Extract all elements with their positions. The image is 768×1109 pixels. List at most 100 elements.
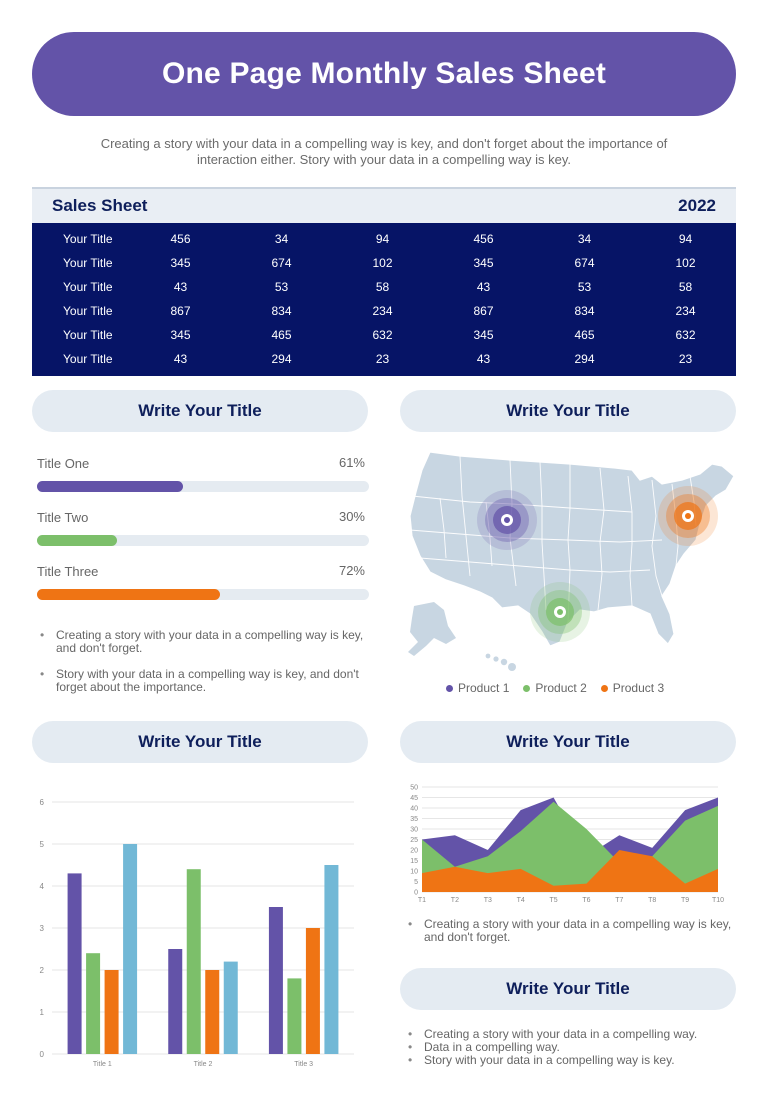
area-chart-ytick: 45 — [410, 795, 418, 802]
table-cell: 674 — [574, 256, 595, 270]
table-cell: 834 — [271, 304, 292, 318]
table-cell: 674 — [271, 256, 292, 270]
state-lines — [409, 455, 697, 623]
table-cell: 58 — [375, 280, 390, 294]
legend-dot-icon — [600, 684, 608, 692]
bar-chart-xtick: Title 2 — [194, 1061, 213, 1068]
area-chart-ytick: 5 — [414, 879, 418, 886]
progress-bullets: Creating a story with your data in a com… — [36, 629, 366, 707]
bar-chart-bar — [104, 970, 119, 1054]
progress-label: Title One — [37, 456, 90, 471]
legend-item: Product 1 — [446, 681, 509, 695]
area-chart-xtick: T10 — [712, 897, 724, 904]
legend-label: Product 3 — [612, 681, 665, 695]
bullet-item: Creating a story with your data in a com… — [36, 629, 366, 655]
progress-section-title-pill: Write Your Title — [32, 390, 368, 432]
bar-chart-bar — [305, 928, 320, 1054]
table-cell: 58 — [678, 280, 693, 294]
area-chart-series — [422, 850, 718, 892]
bullet-item: Creating a story with your data in a com… — [404, 1028, 734, 1042]
table-cell: 632 — [675, 328, 696, 342]
bar-chart-ytick: 5 — [40, 840, 45, 849]
area-chart-ytick: 20 — [410, 848, 418, 855]
area-bullets: Creating a story with your data in a com… — [404, 918, 734, 957]
bar-chart-ytick: 6 — [40, 798, 45, 807]
progress-item: Title Three 72% — [37, 563, 369, 600]
bar-chart-bar — [205, 970, 220, 1054]
progress-label: Title Three — [37, 564, 99, 579]
area-chart-ytick: 50 — [410, 785, 418, 792]
table-cell: 23 — [375, 352, 390, 366]
table-row-label: Your Title — [63, 256, 113, 270]
map-section-title: Write Your Title — [506, 401, 630, 420]
table-cell: 345 — [473, 328, 494, 342]
hawaii-shape — [485, 653, 516, 671]
progress-section-title: Write Your Title — [138, 401, 262, 420]
progress-item: Title One 61% — [37, 455, 369, 492]
table-row-label: Your Title — [63, 304, 113, 318]
legend-label: Product 1 — [458, 681, 510, 695]
progress-track — [37, 481, 369, 492]
area-chart-ytick: 10 — [410, 869, 418, 876]
table-cell: 43 — [173, 280, 188, 294]
table-cell: 834 — [574, 304, 595, 318]
alaska-shape — [408, 602, 456, 656]
area-chart-ytick: 25 — [410, 837, 418, 844]
area-chart-ytick: 15 — [410, 858, 418, 865]
area-section-title-pill: Write Your Title — [400, 721, 736, 763]
sales-table: Sales Sheet 2022 Your Title 456 34 94 456 34 9… — [32, 187, 736, 376]
page-title: One Page Monthly Sales Sheet — [161, 57, 607, 90]
table-cell: 465 — [271, 328, 292, 342]
area-chart-xtick: T4 — [517, 897, 525, 904]
progress-percent: 72% — [338, 563, 365, 578]
bar-chart: 0 1 2 3 4 5 6 Title 1 Title 2 Title 3 — [40, 798, 354, 1068]
table-cell: 94 — [375, 232, 390, 246]
progress-fill — [37, 589, 220, 600]
table-cell: 456 — [170, 232, 191, 246]
table-row-label: Your Title — [63, 232, 113, 246]
table-cell: 43 — [476, 352, 491, 366]
sales-table-header: Sales Sheet 2022 — [32, 187, 736, 223]
table-cell: 456 — [473, 232, 494, 246]
legend-dot-icon — [523, 684, 531, 692]
progress-item: Title Two 30% — [37, 509, 369, 546]
area-chart-xtick: T6 — [582, 897, 590, 904]
map-legend: Product 1 Product 2 Product 3 — [446, 681, 664, 695]
table-row: Your Title 867 834 234 867 834 234 — [32, 299, 736, 323]
bar-chart-bar — [186, 869, 201, 1054]
table-cell: 43 — [476, 280, 491, 294]
last-section-title-pill: Write Your Title — [400, 968, 736, 1010]
bar-chart-bar — [168, 949, 183, 1054]
table-cell: 53 — [577, 280, 592, 294]
bullet-item: Creating a story with your data in a com… — [404, 918, 734, 944]
area-chart-ytick: 40 — [410, 806, 418, 813]
bar-chart-bar — [324, 865, 339, 1054]
area-chart-xtick: T5 — [549, 897, 557, 904]
progress-percent: 30% — [338, 509, 365, 524]
product-1-marker — [477, 490, 537, 550]
bar-chart-ytick: 2 — [40, 966, 45, 975]
table-cell: 94 — [678, 232, 693, 246]
bar-section-title-pill: Write Your Title — [32, 721, 368, 763]
table-cell: 294 — [574, 352, 595, 366]
table-cell: 632 — [372, 328, 393, 342]
table-cell: 53 — [274, 280, 289, 294]
sales-table-body: Your Title 456 34 94 456 34 94 Your Title 345 674… — [32, 223, 736, 376]
bar-chart-bar — [223, 961, 238, 1054]
table-cell: 345 — [170, 256, 191, 270]
legend-item: Product 3 — [600, 681, 665, 695]
table-row-label: Your Title — [63, 352, 113, 366]
bar-chart-xtick: Title 3 — [294, 1061, 313, 1068]
table-cell: 23 — [678, 352, 693, 366]
area-chart-ytick: 0 — [414, 890, 418, 897]
table-cell: 34 — [577, 232, 592, 246]
progress-fill — [37, 481, 184, 492]
area-chart-xtick: T8 — [648, 897, 656, 904]
table-cell: 867 — [473, 304, 494, 318]
table-cell: 234 — [372, 304, 393, 318]
bar-chart-bar — [86, 953, 101, 1054]
area-chart-xtick: T1 — [418, 897, 426, 904]
bar-chart-xtick: Title 1 — [93, 1061, 112, 1068]
table-cell: 43 — [173, 352, 188, 366]
bar-chart-ytick: 4 — [40, 882, 45, 891]
